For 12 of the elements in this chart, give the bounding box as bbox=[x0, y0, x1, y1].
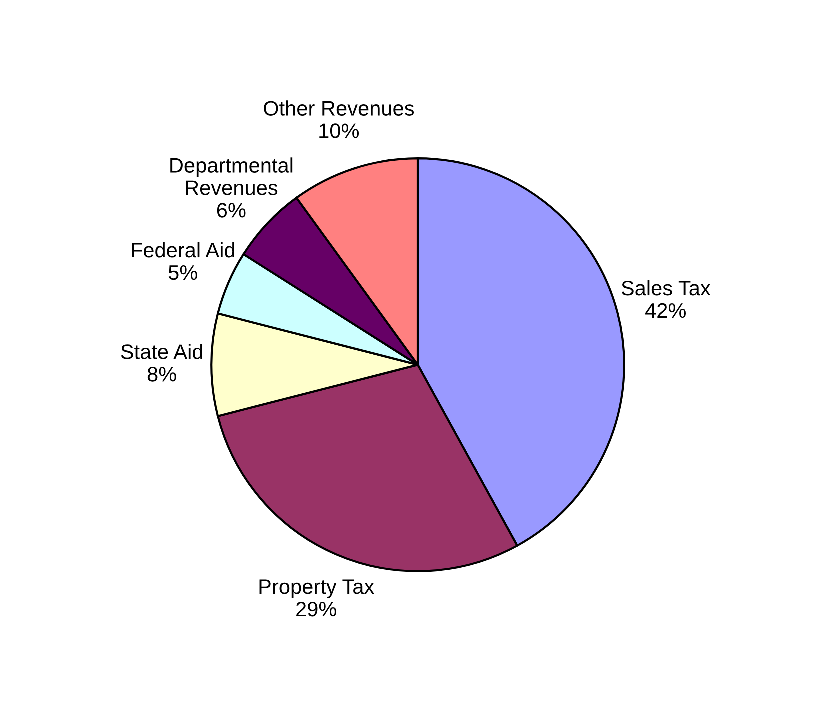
slice-label: Property Tax bbox=[260, 580, 374, 598]
data-label: 42% bbox=[646, 303, 686, 318]
data-label: 8% bbox=[148, 367, 176, 382]
slice-label: State Aid bbox=[121, 344, 202, 360]
data-label: 10% bbox=[320, 124, 360, 138]
data-label: 6% bbox=[217, 203, 246, 218]
data-label: 29% bbox=[296, 602, 336, 617]
data-label: 5% bbox=[168, 266, 198, 280]
slice-label: Federal Aid bbox=[132, 242, 234, 258]
slice-label: Departmental Revenues bbox=[170, 158, 293, 196]
slice-label: Sales Tax bbox=[622, 280, 711, 296]
slice-label: Other Revenues bbox=[264, 100, 414, 116]
